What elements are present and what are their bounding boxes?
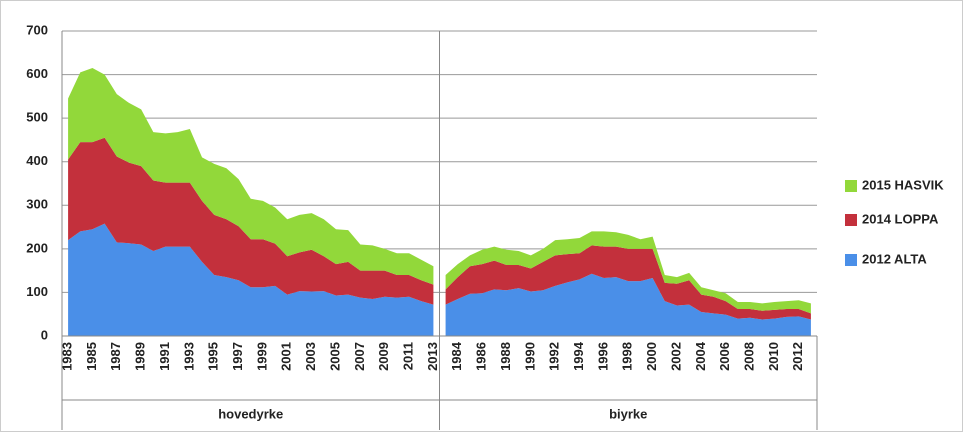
x-tick-label: 1986 <box>474 342 489 371</box>
x-tick-label: 1997 <box>230 342 245 371</box>
legend-swatch <box>845 254 857 266</box>
y-tick-label: 200 <box>26 240 48 255</box>
y-tick-label: 700 <box>26 22 48 37</box>
area <box>68 137 434 305</box>
x-tick-label: 2013 <box>425 342 440 371</box>
legend-label: 2015 HASVIK <box>862 177 944 192</box>
x-tick-label: 2000 <box>644 342 659 371</box>
x-tick-label: 2006 <box>717 342 732 371</box>
y-tick-label: 500 <box>26 110 48 125</box>
x-tick-label: 1993 <box>181 342 196 371</box>
x-tick-label: 1983 <box>60 342 75 371</box>
x-tick-label: 2007 <box>352 342 367 371</box>
x-tick-label: 2001 <box>279 342 294 371</box>
legend-label: 2012 ALTA <box>862 251 927 266</box>
area <box>445 273 811 336</box>
y-tick-label: 0 <box>41 327 48 342</box>
x-tick-label: 1988 <box>498 342 513 371</box>
area <box>68 68 434 285</box>
x-tick-label: 2008 <box>741 342 756 371</box>
x-tick-label: 1992 <box>547 342 562 371</box>
area <box>445 231 811 314</box>
x-tick-label: 2012 <box>790 342 805 371</box>
x-tick-label: 1987 <box>108 342 123 371</box>
legend-swatch <box>845 214 857 226</box>
x-tick-label: 1989 <box>133 342 148 371</box>
x-tick-label: 2010 <box>766 342 781 371</box>
x-tick-label: 2002 <box>668 342 683 371</box>
legend-label: 2014 LOPPA <box>862 211 939 226</box>
x-tick-label: 1996 <box>595 342 610 371</box>
x-tick-label: 1995 <box>206 342 221 371</box>
x-tick-label: 1984 <box>449 341 464 371</box>
x-tick-label: 1994 <box>571 341 586 371</box>
x-tick-label: 2009 <box>376 342 391 371</box>
x-tick-label: 1985 <box>84 342 99 371</box>
x-tick-label: 2004 <box>693 341 708 371</box>
y-tick-label: 300 <box>26 197 48 212</box>
x-tick-label: 2005 <box>327 342 342 371</box>
legend-swatch <box>845 180 857 192</box>
area <box>445 245 811 320</box>
y-tick-label: 400 <box>26 153 48 168</box>
area <box>68 223 434 336</box>
y-tick-label: 100 <box>26 284 48 299</box>
y-tick-label: 600 <box>26 66 48 81</box>
x-tick-label: 2003 <box>303 342 318 371</box>
group-label: hovedyrke <box>218 406 283 421</box>
x-tick-label: 1990 <box>522 342 537 371</box>
x-tick-label: 2011 <box>400 342 415 370</box>
x-tick-label: 1998 <box>620 342 635 371</box>
x-tick-label: 1991 <box>157 342 172 371</box>
group-label: biyrke <box>609 406 647 421</box>
x-tick-label: 1999 <box>254 342 269 371</box>
